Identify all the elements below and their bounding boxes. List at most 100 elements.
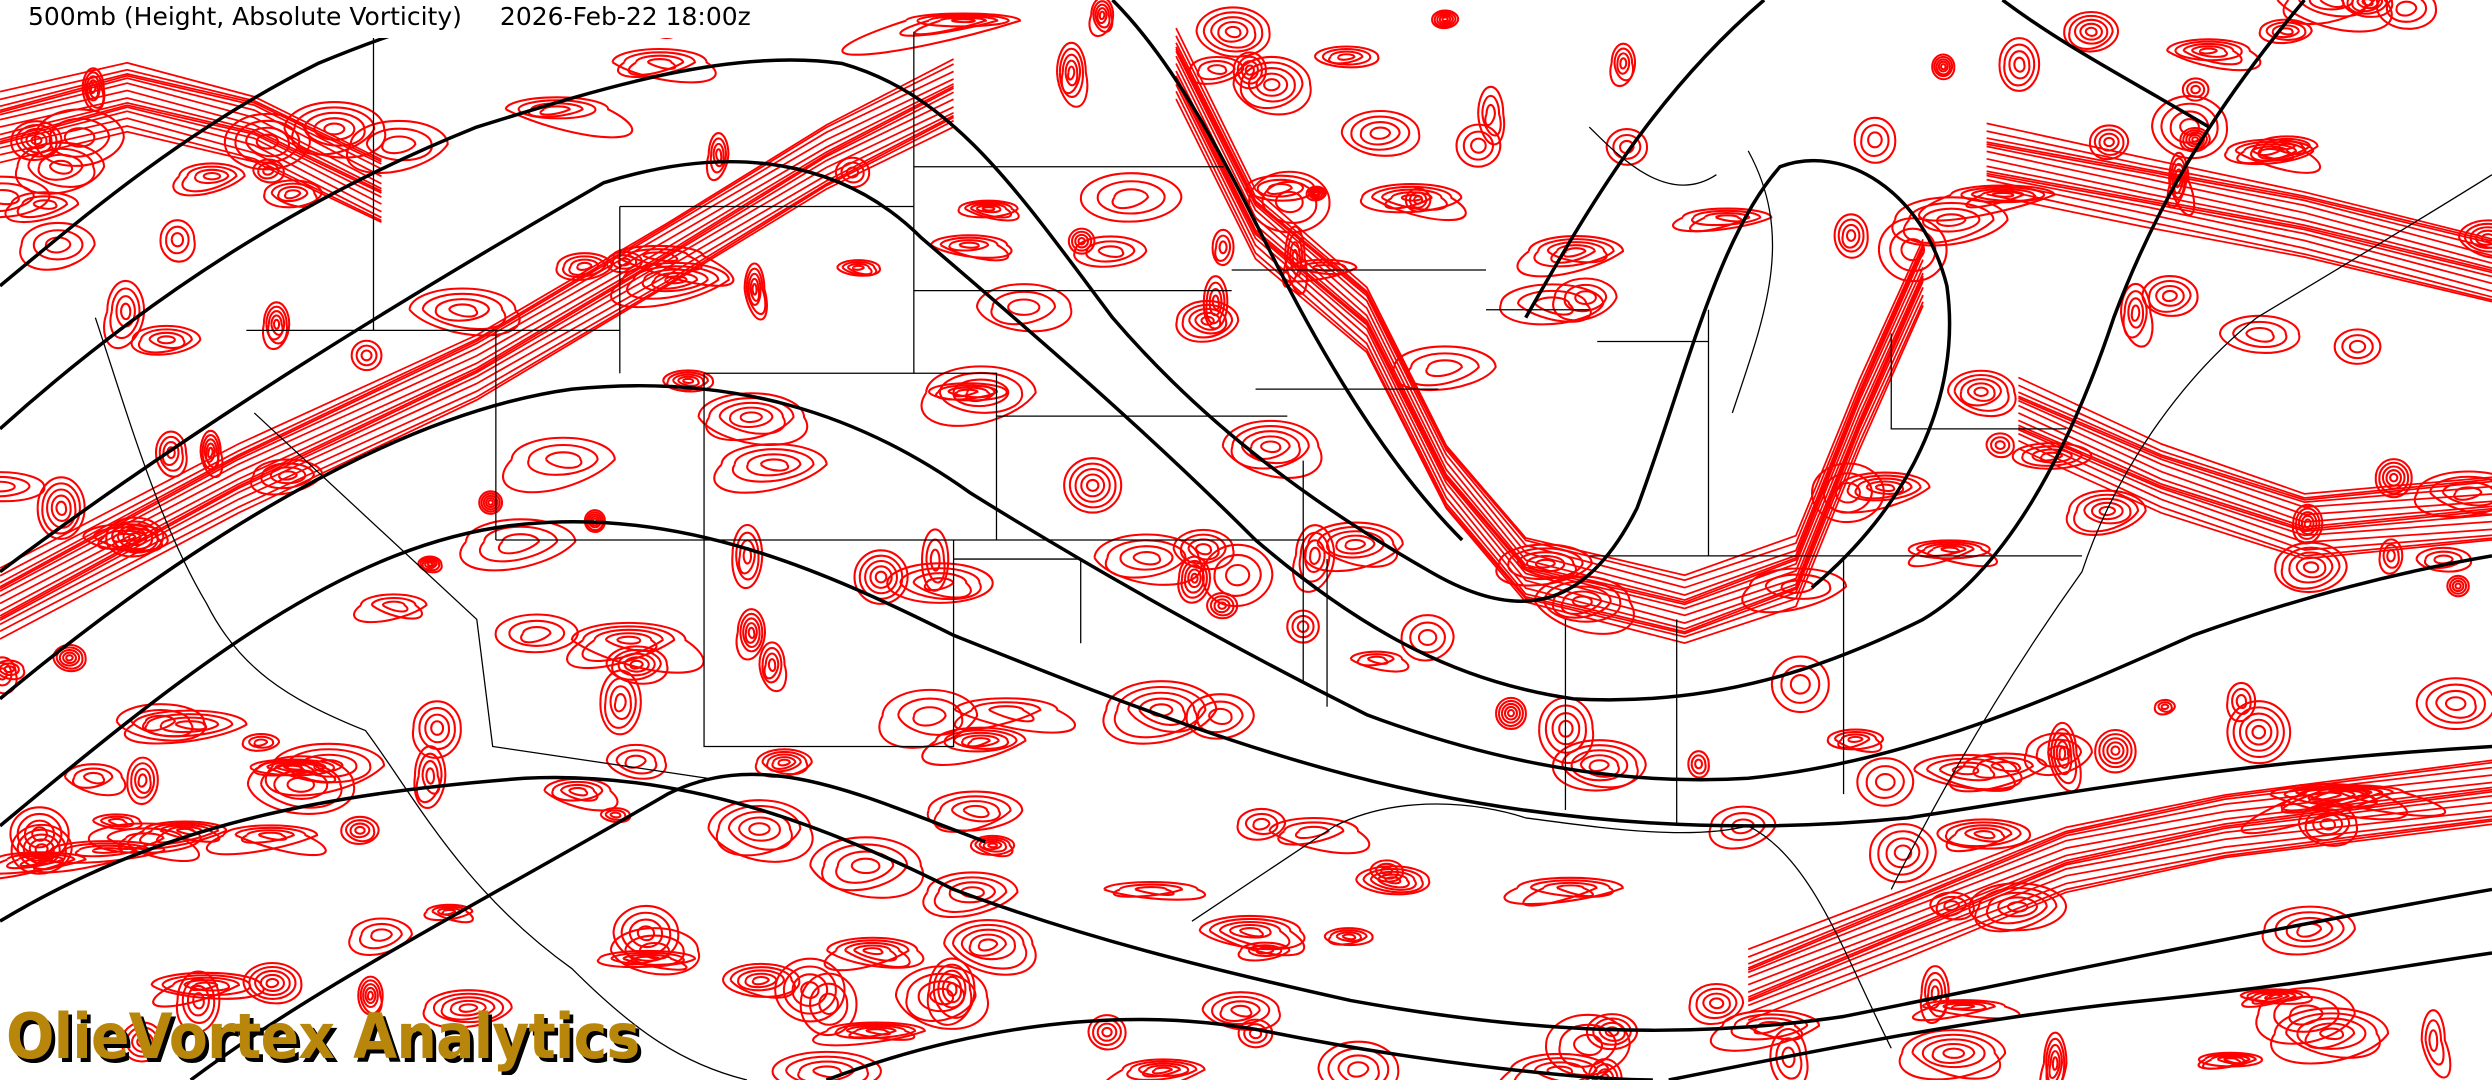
vorticity-contour (1327, 929, 1368, 946)
vorticity-contour (743, 262, 768, 321)
vorticity-contour (1951, 765, 1980, 776)
vorticity-contour (960, 928, 1016, 961)
vorticity-contour (1113, 685, 1207, 739)
vorticity-contour (2236, 143, 2297, 165)
vorticity-contour (1945, 824, 2013, 853)
vorticity-contour (1068, 462, 1117, 509)
vorticity-contour (853, 549, 909, 605)
vorticity-contour (1243, 1023, 1268, 1044)
vorticity-contour (604, 809, 627, 821)
vorticity-contour (284, 189, 302, 200)
vorticity-contour (1574, 290, 1597, 306)
vorticity-contour (1481, 94, 1502, 137)
vorticity-contour (950, 800, 1001, 823)
vorticity-contour (609, 811, 622, 819)
vorticity-contour (988, 705, 1035, 723)
vorticity-contour (205, 824, 319, 856)
vorticity-contour (2065, 489, 2147, 536)
vorticity-contour (1406, 352, 1480, 387)
vorticity-contour (2119, 282, 2154, 348)
vorticity-contour (1313, 45, 1380, 69)
vorticity-contour (1096, 180, 1166, 215)
vorticity-contour (2312, 813, 2344, 836)
vorticity-contour (1256, 178, 1305, 198)
vorticity-contour (2444, 696, 2467, 711)
vorticity-contour (566, 625, 676, 670)
vorticity-contour (1408, 191, 1428, 209)
vorticity-contour (865, 1028, 891, 1036)
vorticity-contour (1172, 528, 1235, 571)
vorticity-contour (1175, 90, 1924, 638)
vorticity-contour (1986, 157, 2492, 272)
vorticity-contour (721, 962, 801, 998)
vorticity-contour (2261, 905, 2356, 956)
vorticity-contour (1950, 1003, 1976, 1010)
vorticity-contour (0, 74, 382, 170)
vorticity-contour (2186, 80, 2206, 98)
vorticity-contour (2251, 145, 2295, 162)
vorticity-contour (2319, 1027, 2345, 1041)
vorticity-contour (599, 669, 642, 736)
vorticity-contour (1259, 440, 1282, 454)
vorticity-contour (1294, 825, 1330, 840)
vorticity-contour (345, 119, 449, 174)
vorticity-contour (969, 202, 1013, 219)
vorticity-contour (609, 685, 632, 721)
vorticity-contour (1198, 914, 1306, 951)
vorticity-contour (751, 975, 770, 986)
vorticity-contour (1747, 794, 2492, 993)
vorticity-contour (1986, 150, 2492, 269)
vorticity-contour (2251, 992, 2290, 1005)
vorticity-contour (1747, 820, 2492, 1014)
vorticity-contour (2003, 43, 2036, 87)
vorticity-contour (2224, 138, 2315, 166)
vorticity-contour (2356, 0, 2379, 10)
vorticity-contour (348, 917, 413, 957)
vorticity-contour (1501, 702, 1521, 724)
vorticity-contour (1175, 42, 1924, 589)
vorticity-contour (1232, 55, 1312, 116)
vorticity-contour (1304, 539, 1326, 574)
vorticity-contour (961, 734, 1000, 748)
vorticity-contour (0, 114, 954, 621)
vorticity-contour (0, 98, 954, 612)
vorticity-contour (1942, 1002, 1987, 1012)
vorticity-contour (1826, 728, 1885, 751)
vorticity-contour (1869, 823, 1937, 884)
vorticity-contour (223, 112, 311, 171)
vorticity-contour (2018, 391, 2492, 501)
vorticity-contour (154, 430, 188, 478)
vorticity-contour (0, 87, 954, 597)
vorticity-contour (2429, 475, 2492, 516)
vorticity-contour (759, 458, 790, 472)
vorticity-contour (52, 643, 87, 673)
vorticity-contour (1187, 538, 1220, 561)
vorticity-contour (487, 499, 494, 506)
vorticity-contour (912, 706, 947, 727)
vorticity-contour (137, 328, 193, 354)
vorticity-contour (366, 990, 374, 1001)
brand-logo: OlieVortex Analytics (6, 1000, 640, 1073)
vorticity-contour (1973, 386, 1989, 398)
vorticity-contour (87, 79, 100, 99)
vorticity-contour (1695, 987, 1738, 1020)
vorticity-contour (2018, 397, 2492, 509)
vorticity-contour (1433, 11, 1457, 28)
vorticity-contour (1277, 821, 1345, 846)
vorticity-contour (2307, 791, 2342, 801)
vorticity-contour (1349, 650, 1410, 673)
vorticity-contour (646, 58, 677, 70)
vorticity-contour (1085, 478, 1100, 492)
vorticity-contour (1986, 145, 2492, 264)
vorticity-contour (1990, 760, 2022, 773)
vorticity-contour (905, 972, 977, 1022)
vorticity-contour (2348, 339, 2367, 354)
vorticity-contour (1477, 85, 1506, 146)
vorticity-contour (1535, 558, 1556, 569)
vorticity-contour (662, 369, 715, 393)
vorticity-contour (2130, 304, 2141, 322)
vorticity-contour (2386, 549, 2396, 563)
border-line (246, 31, 2082, 826)
vorticity-contour (355, 344, 378, 367)
vorticity-contour (1613, 47, 1635, 82)
